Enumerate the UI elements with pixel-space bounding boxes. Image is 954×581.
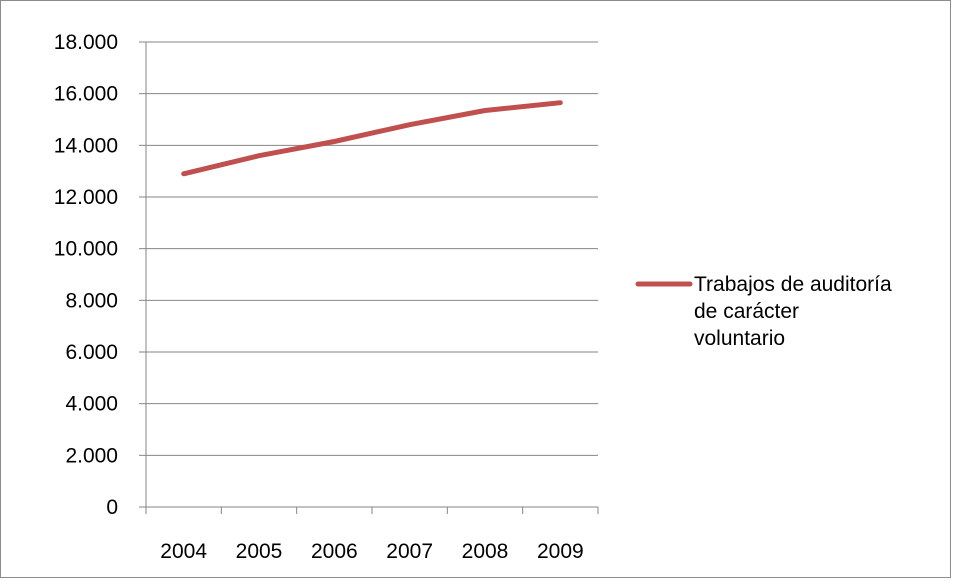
legend-label-line: voluntario bbox=[694, 327, 785, 350]
x-tick-label: 2006 bbox=[311, 540, 358, 563]
legend: Trabajos de auditoría de carácter voluntar… bbox=[635, 273, 892, 350]
x-tick-label: 2008 bbox=[462, 540, 509, 563]
gridlines bbox=[146, 41, 598, 456]
y-tick-label: 10.000 bbox=[54, 238, 118, 261]
y-tick-label: 16.000 bbox=[54, 83, 118, 106]
y-tick-label: 4.000 bbox=[65, 393, 118, 416]
x-tick-label: 2004 bbox=[160, 540, 207, 563]
axes bbox=[139, 41, 599, 514]
y-tick-label: 2.000 bbox=[65, 444, 118, 467]
y-tick-label: 18.000 bbox=[54, 31, 118, 54]
series-line bbox=[181, 100, 563, 177]
x-tick-label: 2007 bbox=[386, 540, 433, 563]
legend-label-line: de carácter bbox=[694, 300, 799, 323]
y-tick-label: 12.000 bbox=[54, 186, 118, 209]
x-tick-label: 2009 bbox=[537, 540, 584, 563]
y-tick-label: 14.000 bbox=[54, 134, 118, 157]
y-tick-labels: 0 2.000 4.000 6.000 8.000 10.000 12.000 14.000 1… bbox=[54, 31, 118, 519]
y-tick-label: 6.000 bbox=[65, 341, 118, 364]
legend-label: Trabajos de auditoría de carácter voluntar… bbox=[694, 273, 892, 350]
series-lines bbox=[181, 100, 563, 177]
legend-label-line: Trabajos de auditoría bbox=[694, 273, 892, 296]
x-tick-labels: 2004 2005 2006 2007 2008 2009 bbox=[160, 540, 583, 563]
x-tick-label: 2005 bbox=[236, 540, 283, 563]
y-tick-label: 0 bbox=[106, 496, 118, 519]
y-tick-label: 8.000 bbox=[65, 289, 118, 312]
